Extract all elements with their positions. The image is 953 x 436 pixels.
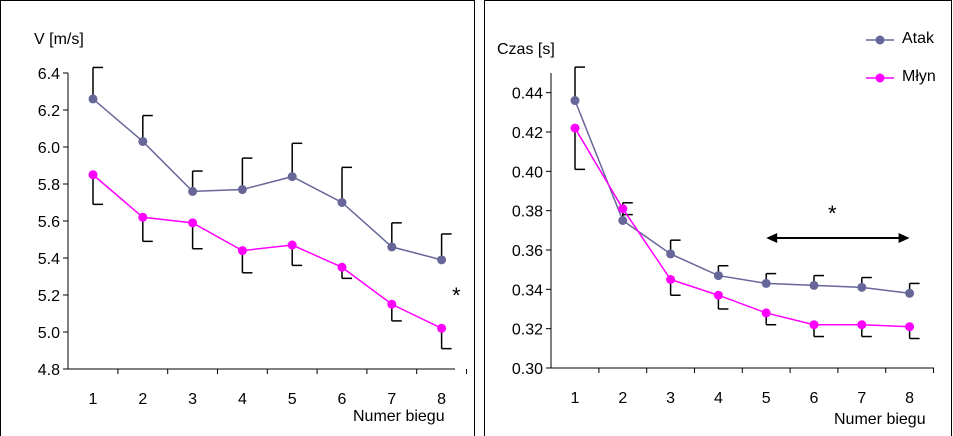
legend-label-atak: Atak: [902, 30, 935, 47]
data-point-mlyn: [713, 290, 723, 300]
data-point-atak: [905, 288, 915, 298]
x-tick-label: 1: [89, 391, 98, 408]
y-tick-label: 0.42: [512, 125, 543, 142]
data-point-atak: [437, 255, 447, 265]
legend-marker-atak: [875, 35, 885, 45]
x-tick-label: 3: [666, 390, 675, 407]
y-tick-label: 0.40: [512, 164, 543, 181]
y-tick-label: 0.30: [512, 361, 543, 378]
chart-panel-time: Czas [s] Numer biegu * Atak Młyn 0.30 0.3…: [484, 0, 953, 436]
data-point-mlyn: [857, 320, 867, 330]
data-point-atak: [618, 216, 628, 225]
x-tick-label: 2: [138, 391, 147, 408]
data-point-mlyn: [237, 246, 247, 256]
data-point-atak: [337, 198, 347, 207]
data-point-atak: [761, 278, 771, 288]
x-tick-label: 7: [387, 391, 396, 408]
data-point-mlyn: [287, 240, 297, 250]
data-point-mlyn: [337, 262, 347, 272]
x-tick-label: 6: [338, 391, 347, 408]
y-tick-label: 0.44: [512, 86, 543, 103]
data-point-mlyn: [809, 320, 819, 330]
y-tick-label: 6.2: [38, 103, 60, 120]
x-tick-label: 6: [810, 390, 819, 407]
y-tick-label: 5.4: [38, 251, 60, 268]
chart-plot-time: 0.30 0.32 0.34 0.36 0.38 0.40 0.42 0.44 1 2 3 4 5 6 7 8: [512, 35, 934, 407]
data-point-mlyn: [88, 170, 98, 180]
y-tick-label: 5.8: [38, 177, 60, 194]
y-axis-title: V [m/s]: [34, 31, 84, 48]
y-axis-title: Czas [s]: [497, 41, 555, 58]
y-tick-label: 0.34: [512, 282, 543, 299]
data-point-atak: [138, 136, 148, 146]
range-arrow-head-left: [766, 233, 778, 243]
data-point-atak: [237, 185, 247, 195]
data-point-mlyn: [666, 275, 676, 284]
x-tick-label: 1: [571, 390, 580, 407]
x-tick-label: 8: [905, 390, 914, 407]
data-point-mlyn: [905, 322, 915, 332]
y-tick-label: 6.4: [38, 66, 60, 83]
data-point-atak: [387, 242, 397, 252]
x-tick-label: 4: [238, 391, 247, 408]
data-point-atak: [857, 282, 867, 292]
series-line-atak: [574, 100, 910, 295]
data-point-mlyn: [138, 212, 148, 222]
data-point-atak: [570, 96, 580, 106]
legend-marker-mlyn: [875, 73, 885, 83]
x-tick-label: 2: [618, 390, 627, 407]
x-tick-label: 5: [762, 390, 771, 407]
series-line-mlyn: [92, 174, 442, 329]
data-point-mlyn: [761, 308, 771, 318]
legend-label-mlyn: Młyn: [902, 68, 936, 85]
x-tick-label: 5: [288, 391, 297, 408]
x-tick-label: 4: [714, 390, 723, 407]
x-axis-title: Numer biegu: [353, 408, 445, 425]
data-point-mlyn: [387, 299, 397, 309]
significance-mark: *: [452, 283, 461, 308]
data-point-mlyn: [570, 123, 580, 133]
y-tick-label: 0.36: [512, 243, 543, 260]
data-point-atak: [287, 172, 297, 182]
y-tick-label: 0.32: [512, 322, 543, 339]
data-point-atak: [88, 94, 98, 104]
data-point-mlyn: [188, 218, 198, 228]
data-point-mlyn: [437, 323, 447, 333]
chart-plot-velocity: 4.8 5.0 5.2 5.4 5.6 5.8 6.0 6.2 6.4 1 2 3 4 5 6 7 8: [38, 66, 467, 408]
significance-mark: *: [828, 201, 837, 226]
data-point-atak: [188, 186, 198, 196]
y-tick-label: 6.0: [38, 140, 60, 157]
x-tick-label: 8: [437, 391, 446, 408]
x-tick-label: 7: [857, 390, 866, 407]
x-tick-label: 3: [188, 391, 197, 408]
x-axis-title: Numer biegu: [834, 411, 926, 428]
series-line-atak: [92, 98, 442, 261]
y-tick-label: 0.38: [512, 204, 543, 221]
data-point-atak: [666, 249, 676, 259]
chart-frame: [484, 0, 952, 436]
range-arrow-head-right: [898, 233, 910, 243]
data-point-atak: [809, 280, 819, 290]
series-line-mlyn: [574, 127, 910, 328]
chart-panel-velocity: V [m/s] Numer biegu * 4.8 5.0 5.2 5.4 5.6 5.8…: [0, 0, 475, 436]
y-tick-label: 5.6: [38, 214, 60, 231]
chart-frame: [0, 0, 475, 436]
y-tick-label: 5.2: [38, 288, 60, 305]
data-point-mlyn: [618, 204, 628, 214]
y-tick-label: 5.0: [38, 325, 60, 342]
data-point-atak: [713, 271, 723, 281]
y-tick-label: 4.8: [38, 362, 60, 379]
